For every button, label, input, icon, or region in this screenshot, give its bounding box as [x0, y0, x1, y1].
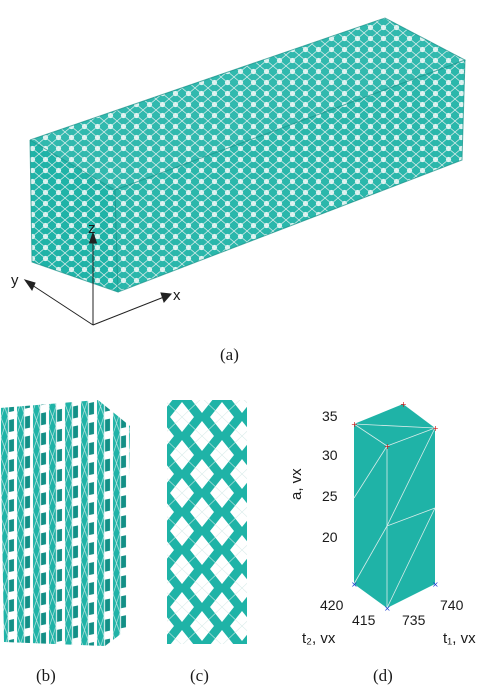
svg-text:+: +	[400, 400, 407, 409]
lattice-top-face	[30, 18, 465, 190]
a-tick-25: 25	[322, 488, 338, 504]
panel-d-prism: + + + + × × ×	[351, 400, 439, 613]
svg-text:×: ×	[351, 580, 358, 589]
t1-axis-label: t₁, vx	[443, 630, 476, 647]
t2-axis-label: t₂, vx	[302, 630, 336, 647]
prism-right-face	[387, 428, 435, 608]
z-axis-label: z	[88, 220, 96, 237]
a-axis-label: a, vx	[288, 468, 305, 500]
panel-a-lattice	[23, 17, 467, 326]
svg-text:+: +	[384, 442, 391, 451]
t1-tick-735: 735	[402, 612, 426, 628]
caption-a: (a)	[220, 345, 239, 364]
a-tick-35: 35	[322, 408, 338, 424]
y-axis-label: y	[11, 272, 19, 289]
svg-text:×: ×	[384, 604, 391, 613]
svg-text:×: ×	[432, 580, 439, 589]
prism-left-face	[354, 424, 387, 608]
caption-c: (c)	[190, 666, 209, 685]
svg-text:+: +	[432, 424, 439, 433]
t1-tick-740: 740	[440, 597, 464, 613]
panel-c-lattice	[167, 400, 247, 644]
t2-tick-420: 420	[320, 597, 344, 613]
t2-tick-415: 415	[352, 612, 376, 628]
caption-d: (d)	[373, 666, 393, 685]
panel-b-lattice	[0, 400, 130, 646]
a-tick-20: 20	[322, 529, 338, 545]
svg-text:+: +	[351, 420, 358, 429]
a-tick-30: 30	[322, 447, 338, 463]
lattice-front-face	[30, 140, 118, 292]
x-axis-label: x	[173, 287, 181, 304]
corner-markers: + + + + × × ×	[351, 400, 439, 613]
coordinate-axes	[23, 231, 173, 326]
lattice-side-face	[115, 60, 465, 292]
caption-b: (b)	[36, 666, 56, 685]
